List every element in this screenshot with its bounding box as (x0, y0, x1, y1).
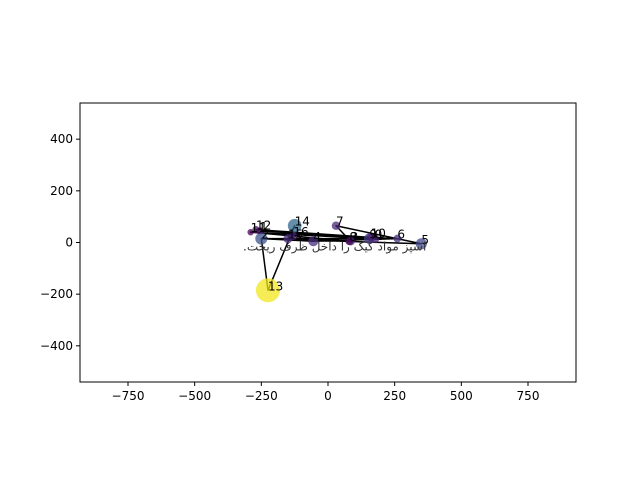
point-label: 11 (251, 221, 266, 235)
point-label: 8 (349, 230, 357, 244)
scatter-point (393, 234, 402, 243)
point-label: 3 (351, 230, 359, 244)
scatter-point (331, 221, 341, 230)
scatter-point (345, 237, 354, 246)
point-label: 7 (336, 215, 344, 229)
scatter-point (366, 233, 375, 242)
x-tick-label: −250 (245, 389, 278, 403)
scatter-point (252, 225, 260, 234)
x-tick-label: 0 (324, 389, 332, 403)
point-annotation: اسپز مواد کیک را داخل ظرف ریخت. (243, 239, 426, 254)
y-tick-label: 400 (50, 132, 73, 146)
x-axis-ticks: −750 −500 −250 0 250 500 750 (112, 382, 540, 403)
x-tick-label: −500 (178, 389, 211, 403)
x-tick-label: 500 (450, 389, 473, 403)
point-label: 10 (371, 226, 386, 240)
y-tick-label: 200 (50, 184, 73, 198)
point-label: 5 (421, 233, 429, 247)
x-tick-label: −750 (112, 389, 145, 403)
point-label: 13 (268, 279, 283, 293)
point-label: 16 (293, 225, 308, 239)
scatter-point (255, 278, 281, 303)
y-axis-ticks: −400 −200 0 200 400 (40, 132, 80, 353)
point-label: 0 (375, 228, 383, 242)
point-label: 2 (261, 228, 269, 242)
point-label: 14 (295, 215, 310, 229)
y-tick-label: 0 (65, 236, 73, 250)
y-tick-label: −400 (40, 339, 73, 353)
scatter-point (247, 228, 254, 236)
point-label: 1 (260, 220, 268, 234)
markers (247, 218, 427, 303)
point-label: 15 (288, 228, 303, 242)
scatter-point (287, 218, 302, 233)
point-label: 12 (256, 219, 271, 233)
scatter-point (289, 232, 298, 240)
x-tick-label: 250 (383, 389, 406, 403)
point-label: 9 (369, 228, 377, 242)
scatter-point (415, 238, 427, 250)
point-label: 4 (313, 230, 321, 244)
y-tick-label: −200 (40, 287, 73, 301)
x-tick-label: 750 (517, 389, 540, 403)
point-label: 6 (397, 228, 405, 242)
scatter-point (308, 236, 319, 247)
scatter-point (255, 232, 268, 245)
